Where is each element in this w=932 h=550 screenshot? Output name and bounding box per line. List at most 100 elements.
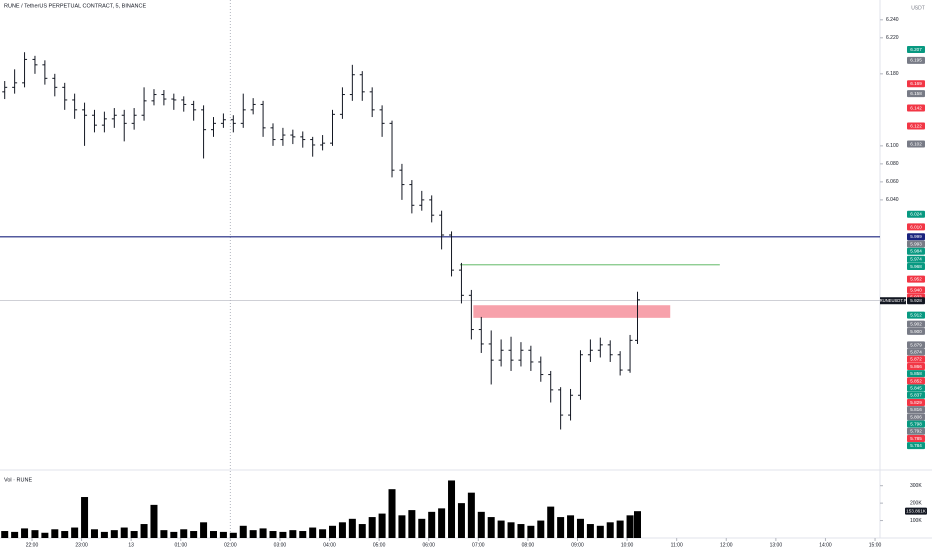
volume-bar xyxy=(110,530,118,538)
volume-bar xyxy=(358,524,366,538)
price-tag-label: 5.879 xyxy=(910,342,922,347)
price-tag xyxy=(907,362,925,370)
price-tag-label: 5.940 xyxy=(910,287,922,292)
chart-title: RUNE / TetherUS PERPETUAL CONTRACT, 5, B… xyxy=(4,3,146,9)
volume-bar xyxy=(249,530,257,538)
price-tag xyxy=(907,122,925,130)
volume-bar xyxy=(279,531,287,538)
volume-bar xyxy=(348,518,356,538)
price-tag xyxy=(907,348,925,356)
x-tick-label: 08:00 xyxy=(522,542,535,548)
volume-bar xyxy=(596,525,604,538)
price-tag-label: 5.798 xyxy=(910,421,922,426)
volume-bar xyxy=(239,525,247,538)
price-tag-label: 6.169 xyxy=(910,81,922,86)
volume-bar xyxy=(487,517,495,538)
x-tick-label: 22:00 xyxy=(26,542,39,548)
price-tag-label: 5.866 xyxy=(910,364,922,369)
volume-bar xyxy=(61,531,69,538)
price-tag xyxy=(907,80,925,88)
volume-bar xyxy=(90,529,98,538)
volume-bar xyxy=(567,515,575,538)
price-tag xyxy=(907,56,925,64)
volume-bar xyxy=(180,529,188,538)
volume-bar xyxy=(388,489,396,538)
price-tag xyxy=(907,327,925,335)
price-tag-label: 5.974 xyxy=(910,257,922,262)
x-tick-label: 23:00 xyxy=(75,542,88,548)
volume-bar xyxy=(557,517,565,538)
price-tag-label: 6.158 xyxy=(910,91,922,96)
x-tick-label: 13 xyxy=(128,542,134,548)
y-tick-label: 6.080 xyxy=(886,161,899,167)
volume-bar xyxy=(576,518,584,538)
price-tag-label: 5.792 xyxy=(910,429,922,434)
price-tag xyxy=(907,391,925,399)
y-tick-label: 6.060 xyxy=(886,179,899,185)
price-tag xyxy=(907,255,925,263)
price-tag-label: 6.102 xyxy=(910,141,922,146)
price-tag-label: 5.984 xyxy=(910,249,922,254)
volume-tick-label: 100K xyxy=(910,518,922,524)
volume-bar xyxy=(209,531,217,538)
volume-bar xyxy=(507,522,515,538)
price-tag xyxy=(907,233,925,241)
last-price-tag xyxy=(907,297,925,305)
volume-tick-label: 200K xyxy=(910,500,922,506)
volume-bar xyxy=(229,532,237,538)
volume-bar xyxy=(170,531,178,538)
x-tick-label: 01:00 xyxy=(175,542,188,548)
price-tag xyxy=(907,406,925,414)
price-tag-label: 5.845 xyxy=(910,385,922,390)
volume-bar xyxy=(269,531,277,538)
volume-bar xyxy=(438,508,446,538)
price-tag xyxy=(907,434,925,442)
price-tag xyxy=(907,263,925,271)
volume-bar xyxy=(467,492,475,538)
volume-bar xyxy=(448,480,456,538)
price-tag xyxy=(907,384,925,392)
volume-bar xyxy=(140,524,148,538)
volume-bar xyxy=(31,530,39,538)
volume-bar xyxy=(527,525,535,538)
x-tick-label: 11:00 xyxy=(671,542,683,548)
price-tag-label: 5.837 xyxy=(910,393,922,398)
price-tag xyxy=(907,377,925,385)
price-tag-label: 6.122 xyxy=(910,123,922,128)
volume-bar xyxy=(1,531,9,538)
symbol-tag xyxy=(880,297,906,305)
price-tag-label: 6.207 xyxy=(910,47,922,52)
price-tag-label: 5.816 xyxy=(910,407,922,412)
price-tag-label: 5.806 xyxy=(910,414,922,419)
volume-bar xyxy=(457,503,465,538)
price-tag xyxy=(907,341,925,349)
y-tick-label: 6.240 xyxy=(886,17,899,23)
volume-bar xyxy=(338,522,346,538)
price-tag-label: 5.874 xyxy=(910,349,922,354)
x-tick-label: 06:00 xyxy=(422,542,435,548)
price-tag-label: 6.142 xyxy=(910,105,922,110)
price-tag-label: 5.993 xyxy=(910,241,922,246)
price-tag-label: 6.010 xyxy=(910,224,922,229)
price-tag xyxy=(907,240,925,248)
y-tick-label: 6.040 xyxy=(886,197,899,203)
volume-bar xyxy=(606,522,614,538)
volume-bar xyxy=(586,524,594,538)
price-tag-label: 5.902 xyxy=(910,322,922,327)
price-tag xyxy=(907,90,925,98)
price-tag xyxy=(907,140,925,148)
y-tick-label: 6.220 xyxy=(886,35,899,41)
volume-bar xyxy=(398,515,406,538)
volume-bar xyxy=(408,510,416,538)
price-tag xyxy=(907,286,925,294)
x-tick-label: 07:00 xyxy=(472,542,485,548)
x-tick-label: 05:00 xyxy=(373,542,386,548)
volume-bar xyxy=(21,528,29,538)
price-tag xyxy=(907,442,925,450)
volume-bar xyxy=(150,504,158,538)
x-tick-label: 03:00 xyxy=(274,542,287,548)
volume-bar xyxy=(616,520,624,538)
x-tick-label: 12:00 xyxy=(720,542,733,548)
price-tag xyxy=(907,420,925,428)
